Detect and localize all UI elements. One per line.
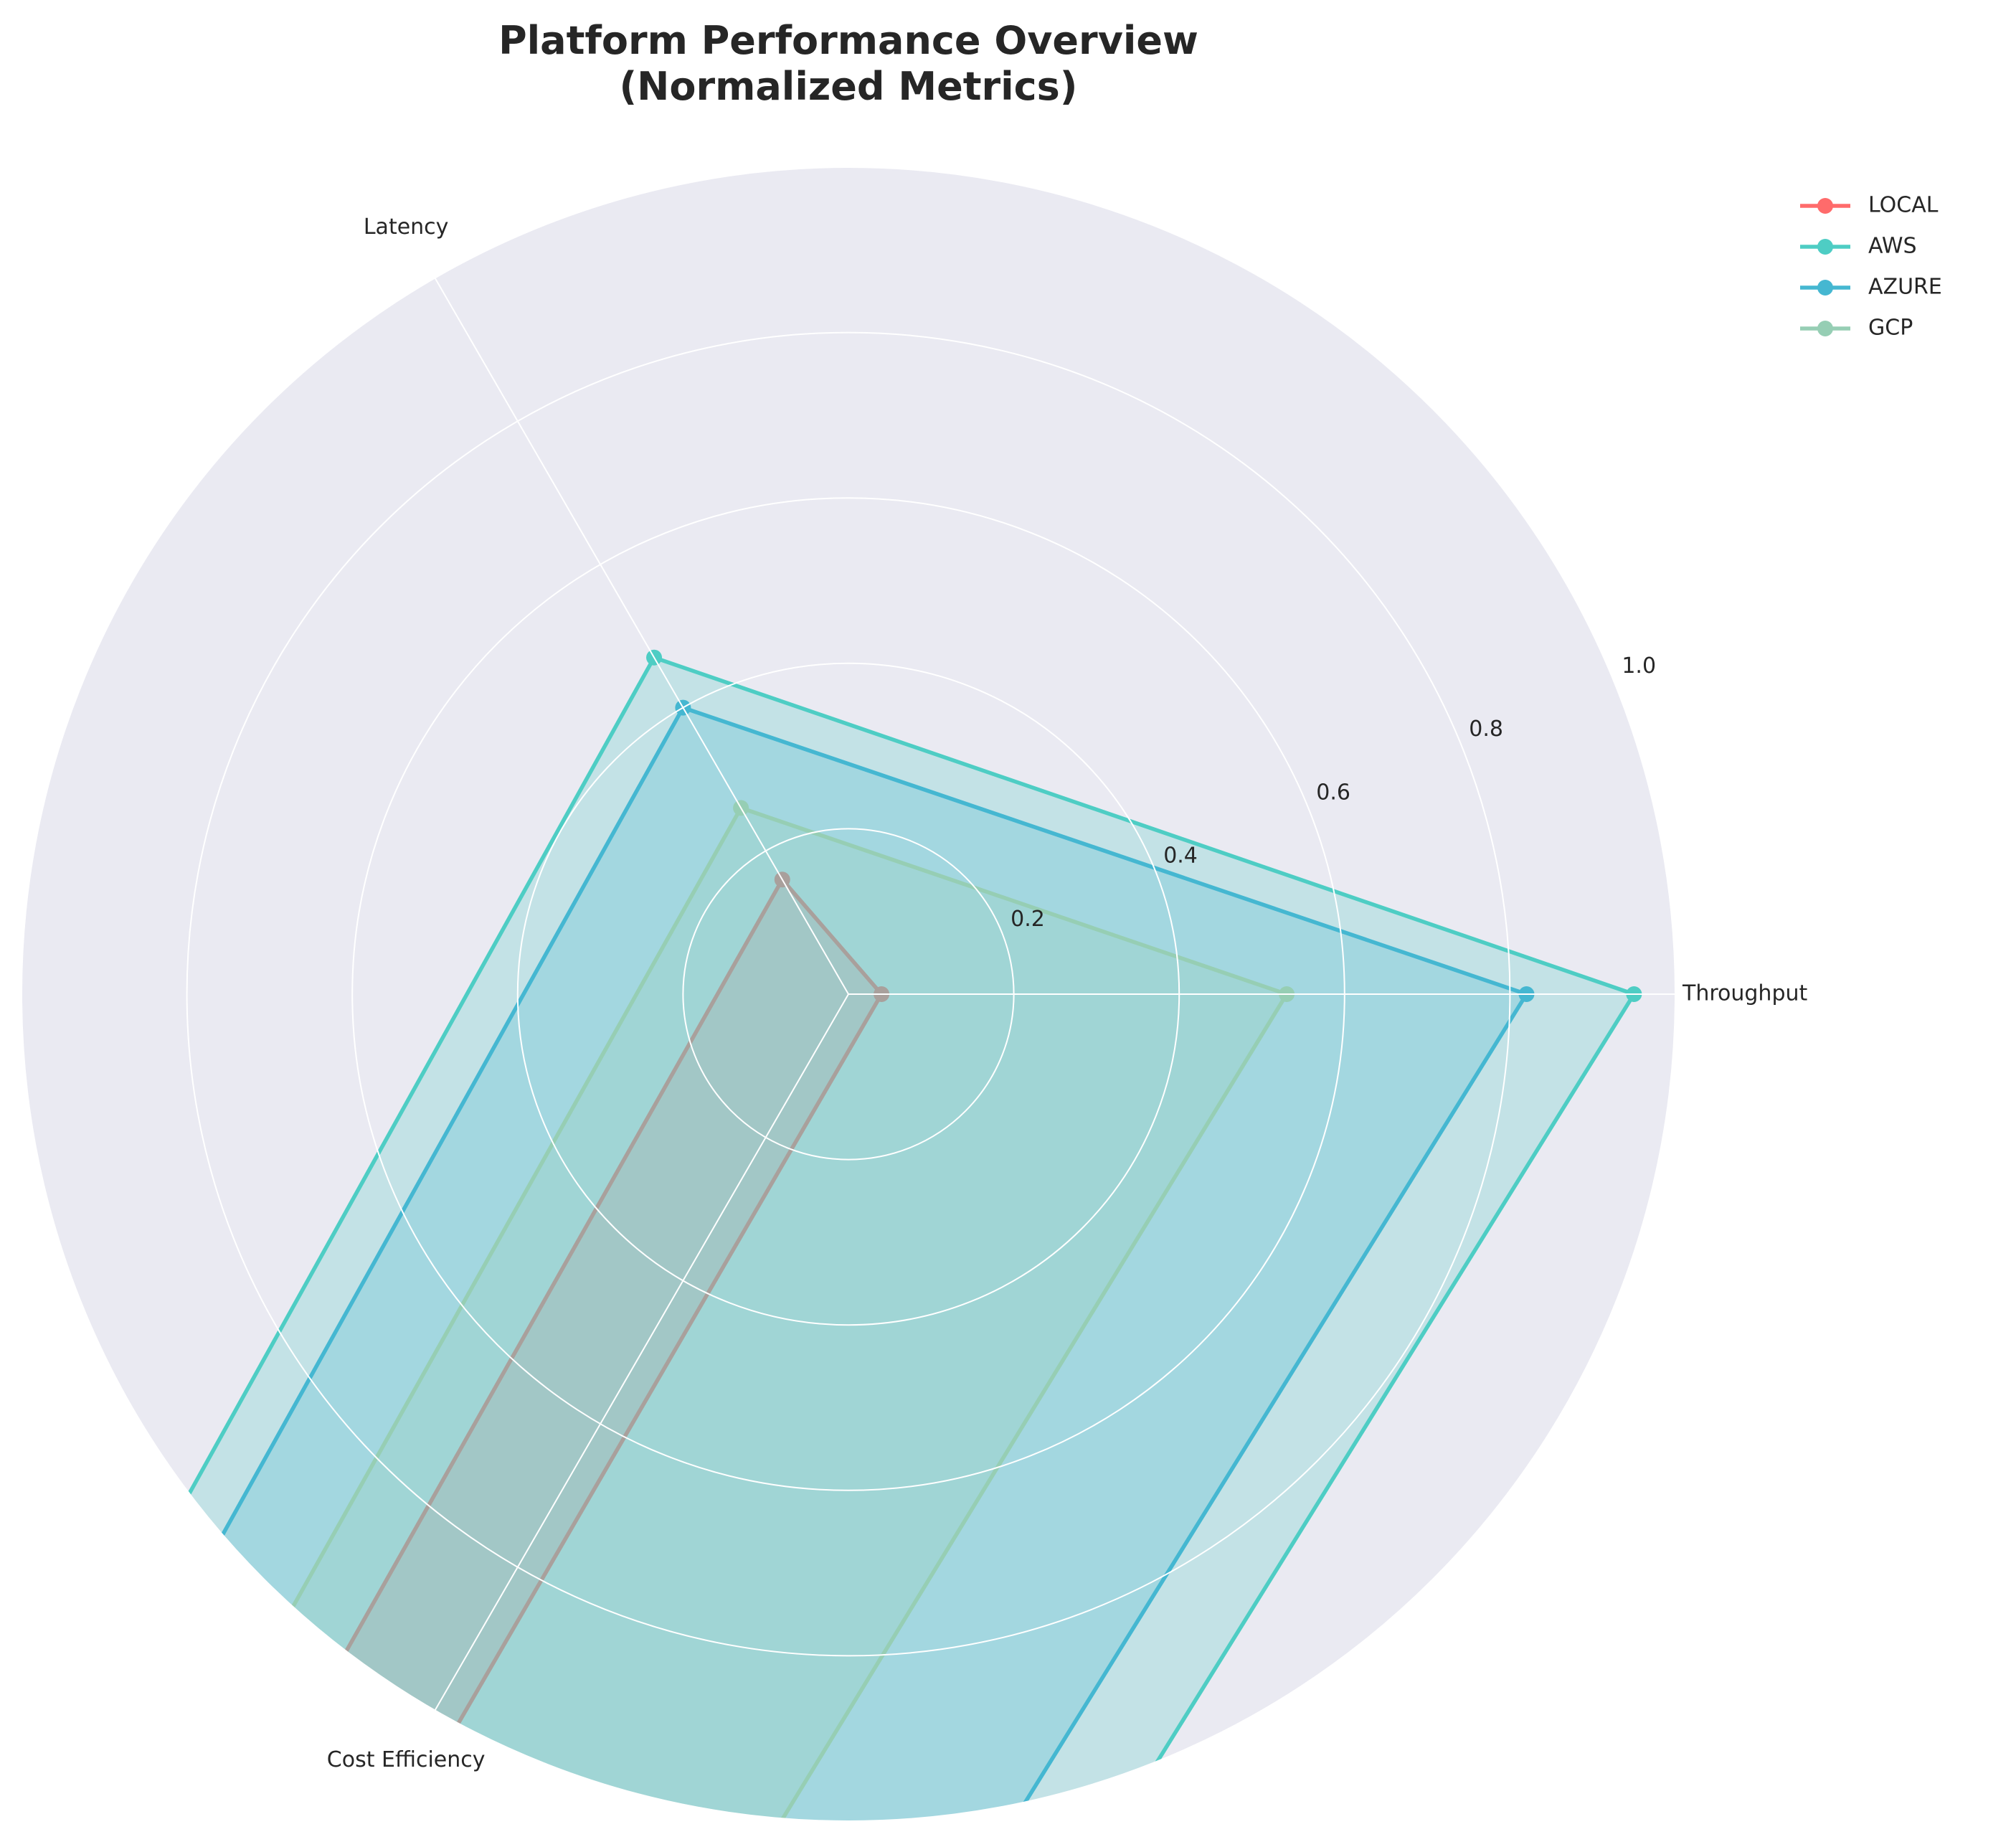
- legend-label: AWS: [1868, 234, 1917, 259]
- r-tick-label: 0.2: [1011, 907, 1045, 932]
- r-tick-label: 1.0: [1622, 653, 1656, 679]
- spoke: [434, 993, 849, 1711]
- r-tick-label: 0.6: [1316, 780, 1350, 805]
- series-line: [22, 806, 1290, 1821]
- chart-title: Platform Performance Overview (Normalized…: [498, 18, 1198, 109]
- series-line: [22, 655, 1637, 1821]
- legend-marker: [1817, 198, 1833, 214]
- category-label: Throughput: [1682, 981, 1807, 1006]
- series-line: [22, 705, 1530, 1821]
- legend-marker: [1817, 321, 1833, 336]
- legend-marker: [1817, 239, 1833, 255]
- legend-marker: [1817, 280, 1833, 296]
- category-label: Latency: [364, 214, 449, 240]
- spoke: [434, 277, 849, 995]
- category-label: Cost Efficiency: [327, 1747, 486, 1772]
- r-tick-label: 0.8: [1469, 717, 1503, 742]
- legend-label: AZURE: [1868, 275, 1942, 300]
- r-tick-label: 0.4: [1163, 844, 1198, 869]
- legend-label: LOCAL: [1868, 193, 1939, 218]
- series-line: [22, 876, 884, 1821]
- legend-label: GCP: [1868, 316, 1913, 341]
